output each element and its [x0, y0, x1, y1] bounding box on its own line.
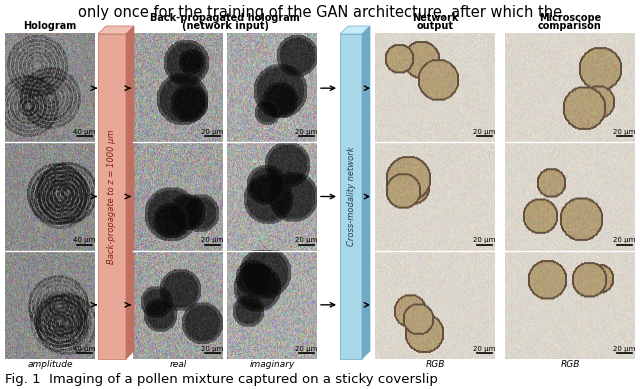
Text: Fig. 1  Imaging of a pollen mixture captured on a sticky coverslip: Fig. 1 Imaging of a pollen mixture captu… — [5, 373, 438, 386]
Polygon shape — [98, 34, 126, 359]
Text: RGB: RGB — [426, 360, 445, 369]
Polygon shape — [340, 34, 362, 359]
Text: Microscope: Microscope — [539, 13, 601, 23]
Text: 20 μm: 20 μm — [295, 129, 317, 135]
Text: RGB: RGB — [560, 360, 580, 369]
Text: Back-propagate to z = 1000 μm: Back-propagate to z = 1000 μm — [108, 129, 116, 264]
Text: 20 μm: 20 μm — [295, 345, 317, 352]
Text: only once for the training of the GAN architecture, after which the: only once for the training of the GAN ar… — [78, 5, 562, 20]
Text: comparison: comparison — [538, 21, 602, 31]
Text: Cross-modality network: Cross-modality network — [346, 147, 355, 246]
Text: 20 μm: 20 μm — [474, 129, 496, 135]
Text: imaginary: imaginary — [250, 360, 294, 369]
Text: 40 μm: 40 μm — [74, 345, 96, 352]
Text: 20 μm: 20 μm — [613, 129, 636, 135]
Text: 20 μm: 20 μm — [613, 345, 636, 352]
Text: (network input): (network input) — [182, 21, 269, 31]
Text: 20 μm: 20 μm — [474, 345, 496, 352]
Polygon shape — [126, 26, 134, 359]
Text: 40 μm: 40 μm — [74, 237, 96, 243]
Text: Back-propagated hologram: Back-propagated hologram — [150, 13, 300, 23]
Text: Network: Network — [412, 13, 458, 23]
Polygon shape — [340, 26, 370, 34]
Polygon shape — [98, 26, 134, 34]
Text: 20 μm: 20 μm — [295, 237, 317, 243]
Text: amplitude: amplitude — [28, 360, 73, 369]
Text: 20 μm: 20 μm — [202, 345, 224, 352]
Text: Hologram: Hologram — [24, 21, 77, 31]
Text: 20 μm: 20 μm — [202, 129, 224, 135]
Text: 20 μm: 20 μm — [613, 237, 636, 243]
Text: real: real — [170, 360, 187, 369]
Text: 20 μm: 20 μm — [474, 237, 496, 243]
Text: output: output — [417, 21, 454, 31]
Polygon shape — [362, 26, 370, 359]
Text: 20 μm: 20 μm — [202, 237, 224, 243]
Text: 40 μm: 40 μm — [74, 129, 96, 135]
